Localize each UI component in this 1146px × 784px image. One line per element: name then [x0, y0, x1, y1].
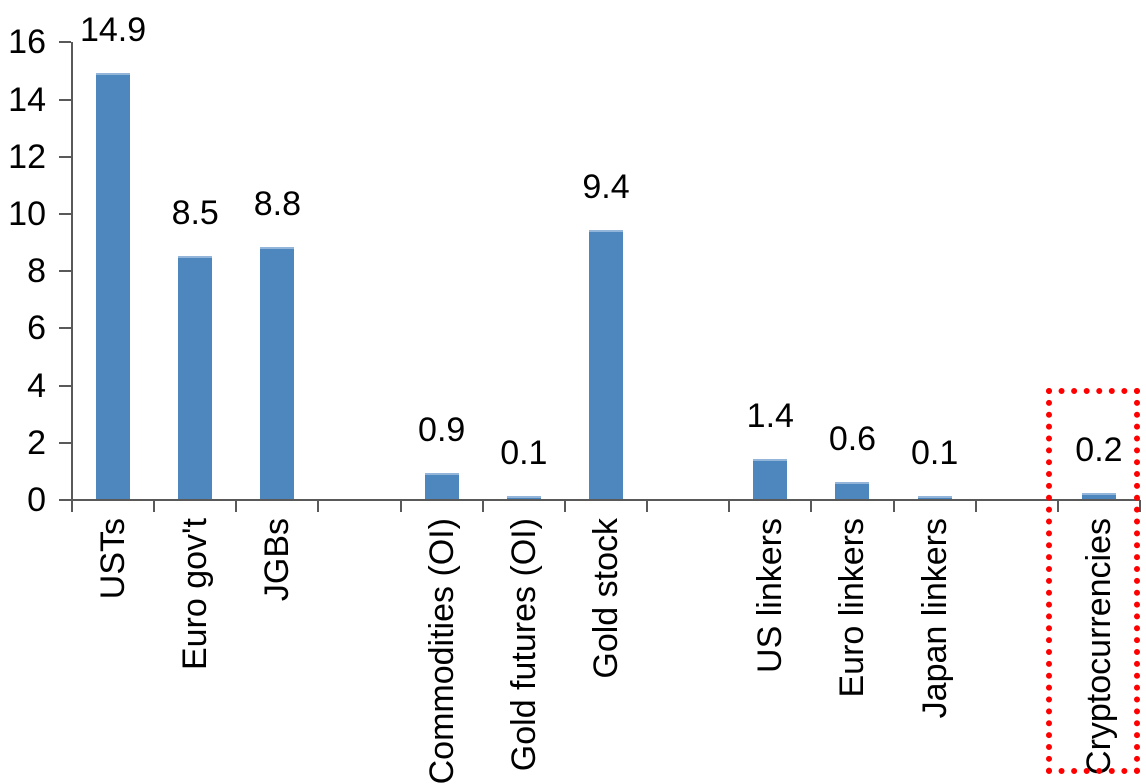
y-axis — [71, 42, 73, 502]
x-tick — [399, 500, 402, 512]
category-label-text: Euro gov't — [176, 518, 215, 671]
y-tick — [59, 441, 71, 444]
x-axis — [71, 499, 1140, 501]
y-tick-label: 12 — [8, 137, 46, 176]
x-tick — [235, 500, 238, 512]
category-label-text: Japan linkers — [915, 518, 954, 719]
y-tick-label: 16 — [8, 23, 46, 62]
x-tick — [728, 500, 731, 512]
y-tick — [59, 98, 71, 101]
y-tick-label: 10 — [8, 195, 46, 233]
bar-us-linkers — [753, 458, 788, 499]
x-tick — [1056, 500, 1059, 512]
y-tick-label: 2 — [27, 423, 46, 462]
category-label-text: Gold stock — [587, 518, 625, 679]
x-tick — [974, 500, 977, 512]
x-tick — [481, 500, 484, 512]
y-tick — [59, 327, 71, 330]
y-tick — [59, 384, 71, 387]
bar-cryptocurrencies — [1081, 493, 1116, 499]
y-tick — [59, 213, 71, 215]
category-label-text: USTs — [94, 518, 133, 600]
value-label-japan-linkers: 0.1 — [910, 434, 959, 472]
value-label-gold-stock: 9.4 — [582, 168, 630, 207]
x-tick — [810, 500, 813, 512]
category-label-text: Euro linkers — [833, 518, 872, 698]
value-label-gold-futures-oi: 0.1 — [500, 434, 548, 472]
bar-jgbs — [260, 247, 295, 499]
bar-usts — [96, 72, 131, 499]
category-label-text: US linkers — [751, 518, 790, 673]
y-tick — [59, 155, 71, 158]
bar-gold-stock — [589, 230, 623, 499]
y-tick-label: 0 — [27, 481, 46, 519]
bar-euro-linkers — [835, 481, 870, 499]
x-tick — [563, 500, 566, 512]
y-tick — [59, 499, 71, 501]
value-label-usts: 14.9 — [79, 10, 147, 49]
y-tick-label: 14 — [8, 80, 46, 119]
value-label-jgbs: 8.8 — [253, 185, 301, 224]
bar-gold-futures-oi — [506, 496, 541, 499]
highlight-box-cryptocurrencies — [1045, 388, 1140, 774]
x-tick — [71, 500, 73, 512]
category-label-text: JGBs — [258, 518, 297, 602]
value-label-us-linkers: 1.4 — [746, 396, 794, 435]
value-label-euro-gov-t: 8.5 — [171, 193, 219, 232]
value-label-euro-linkers: 0.6 — [828, 419, 877, 458]
x-tick — [1139, 500, 1141, 512]
bar-euro-gov-t — [178, 255, 213, 499]
x-tick — [153, 500, 156, 512]
category-label-text: Commodities (OI) — [422, 518, 461, 784]
bar-commodities-oi — [424, 473, 459, 499]
y-tick-label: 6 — [27, 309, 46, 348]
y-tick-label: 4 — [27, 366, 46, 405]
y-tick-label: 8 — [27, 252, 46, 291]
y-tick — [59, 270, 71, 273]
x-tick — [646, 500, 649, 512]
value-label-cryptocurrencies: 0.2 — [1075, 431, 1123, 470]
bar-japan-linkers — [917, 496, 952, 499]
value-label-commodities-oi: 0.9 — [418, 411, 466, 450]
y-tick — [59, 41, 71, 44]
category-label-text: Gold futures (OI) — [504, 518, 543, 772]
x-tick — [892, 500, 895, 512]
x-tick — [317, 500, 320, 512]
